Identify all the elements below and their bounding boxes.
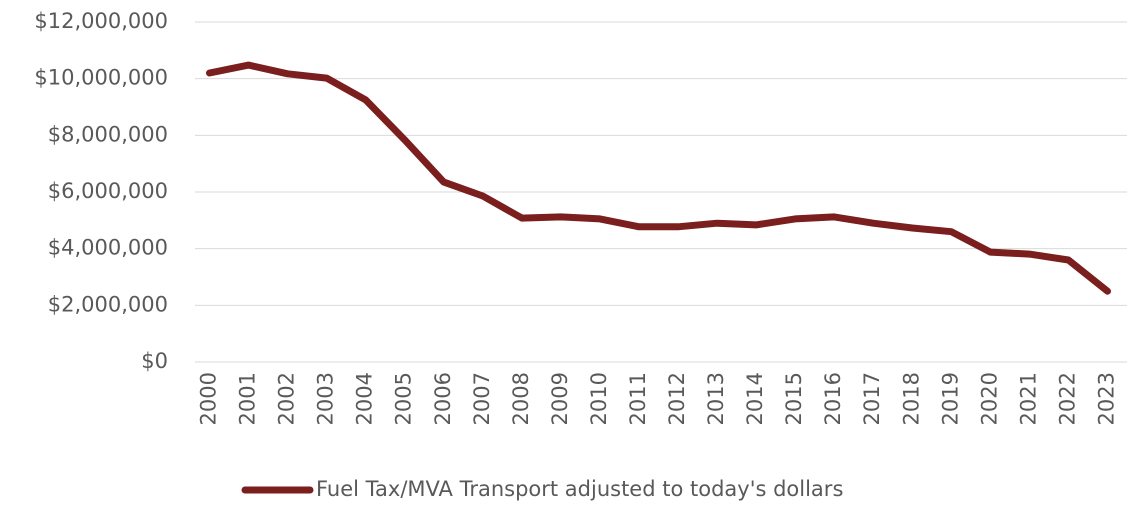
x-tick-label: 2016 bbox=[821, 372, 845, 425]
y-tick-label: $12,000,000 bbox=[34, 9, 168, 33]
x-tick-label: 2021 bbox=[1016, 372, 1040, 425]
x-tick-label: 2019 bbox=[938, 372, 962, 425]
legend-label: Fuel Tax/MVA Transport adjusted to today… bbox=[316, 477, 843, 501]
x-tick-label: 2010 bbox=[587, 372, 611, 425]
x-tick-label: 2017 bbox=[860, 372, 884, 425]
x-tick-label: 2008 bbox=[509, 372, 533, 425]
data-line bbox=[206, 61, 1111, 295]
x-tick-label: 2014 bbox=[743, 372, 767, 425]
x-tick-label: 2012 bbox=[665, 372, 689, 425]
y-tick-label: $8,000,000 bbox=[48, 122, 168, 146]
y-tick-label: $6,000,000 bbox=[48, 179, 168, 203]
x-tick-label: 2011 bbox=[626, 372, 650, 425]
x-tick-label: 2022 bbox=[1055, 372, 1079, 425]
x-tick-label: 2013 bbox=[704, 372, 728, 425]
x-tick-label: 2023 bbox=[1094, 372, 1118, 425]
x-tick-label: 2002 bbox=[275, 372, 299, 425]
x-tick-label: 2006 bbox=[431, 372, 455, 425]
y-tick-label: $10,000,000 bbox=[34, 66, 168, 90]
y-tick-label: $2,000,000 bbox=[48, 292, 168, 316]
x-tick-label: 2009 bbox=[548, 372, 572, 425]
y-tick-label: $4,000,000 bbox=[48, 236, 168, 260]
x-tick-label: 2003 bbox=[314, 372, 338, 425]
x-tick-label: 2015 bbox=[782, 372, 806, 425]
x-tick-label: 2018 bbox=[899, 372, 923, 425]
x-tick-label: 2020 bbox=[977, 372, 1001, 425]
y-tick-label: $0 bbox=[141, 349, 168, 373]
x-tick-label: 2004 bbox=[353, 372, 377, 425]
x-tick-label: 2005 bbox=[392, 372, 416, 425]
x-tick-label: 2007 bbox=[470, 372, 494, 425]
x-tick-label: 2001 bbox=[236, 372, 260, 425]
x-tick-label: 2000 bbox=[197, 372, 221, 425]
